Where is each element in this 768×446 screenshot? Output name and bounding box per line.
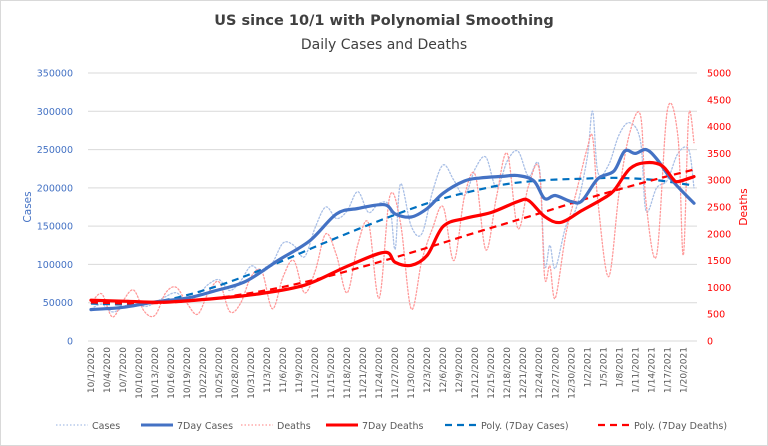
x-tick-label: 12/24/2020: [535, 347, 545, 399]
gridlines: [88, 72, 697, 342]
x-tick-label: 11/15/2020: [327, 347, 337, 399]
legend-item: Poly. (7Day Cases): [445, 421, 569, 432]
y-tick-label-right: 1500: [707, 256, 731, 267]
x-tick-label: 12/6/2020: [439, 347, 449, 393]
y-tick-label-right: 1000: [707, 283, 731, 294]
series-line-7day-cases: [89, 147, 696, 312]
series-line-deaths: [90, 102, 695, 318]
x-axis-ticks: 10/1/2020 10/4/2020 10/7/2020 10/10/2020 10/…: [87, 347, 689, 399]
x-tick-label: 12/27/2020: [551, 347, 561, 399]
series-group: [89, 102, 696, 318]
legend-label: Poly. (7Day Cases): [481, 421, 569, 432]
legend: Cases 7Day Cases Deaths 7Day Deaths Poly. (7…: [56, 421, 727, 432]
x-tick-label: 12/12/2020: [471, 347, 481, 399]
legend-item: 7Day Deaths: [326, 421, 424, 432]
legend-label: Deaths: [277, 421, 311, 432]
y-axis-left-title: Cases: [22, 191, 34, 222]
x-tick-label: 11/30/2020: [407, 347, 417, 399]
chart-subtitle: Daily Cases and Deaths: [301, 37, 467, 53]
y-tick-label-right: 0: [707, 337, 713, 348]
legend-item: Deaths: [241, 421, 311, 432]
y-tick-label-left: 50000: [43, 298, 73, 309]
y-tick-label-right: 2000: [707, 229, 731, 240]
x-tick-label: 10/19/2020: [183, 347, 193, 399]
x-tick-label: 1/2/2021: [583, 347, 593, 387]
x-tick-label: 1/11/2021: [631, 347, 641, 393]
y-tick-label-right: 5000: [707, 69, 731, 80]
y-tick-label-left: 350000: [37, 69, 73, 80]
x-tick-label: 12/15/2020: [487, 347, 497, 399]
x-tick-label: 12/30/2020: [567, 347, 577, 399]
y-tick-label-right: 3000: [707, 176, 731, 187]
series-line-poly-7day-cases: [90, 176, 695, 306]
y-tick-label-right: 4000: [707, 122, 731, 133]
x-tick-label: 10/1/2020: [87, 347, 97, 393]
x-tick-label: 1/5/2021: [599, 347, 609, 387]
y-axis-right-ticks: 0 500 1000 1500 2000 2500 3000 3500 4000 4500 5000: [707, 69, 731, 348]
x-tick-label: 11/27/2020: [391, 347, 401, 399]
y-tick-label-right: 2500: [707, 203, 731, 214]
y-tick-label-left: 150000: [37, 222, 73, 233]
x-tick-label: 10/7/2020: [119, 347, 129, 393]
legend-label: Cases: [92, 421, 120, 432]
legend-label: 7Day Cases: [177, 421, 233, 432]
x-tick-label: 10/13/2020: [151, 347, 161, 399]
y-tick-label-right: 500: [707, 310, 725, 321]
x-tick-label: 11/24/2020: [375, 347, 385, 399]
y-tick-label-right: 4500: [707, 95, 731, 106]
y-tick-label-left: 200000: [37, 183, 73, 194]
y-tick-label-left: 300000: [37, 107, 73, 118]
x-tick-label: 11/18/2020: [343, 347, 353, 399]
legend-item: Cases: [56, 421, 120, 432]
x-tick-label: 12/9/2020: [455, 347, 465, 393]
x-tick-label: 12/18/2020: [503, 347, 513, 399]
x-tick-label: 10/25/2020: [215, 347, 225, 399]
x-tick-label: 10/4/2020: [103, 347, 113, 393]
x-tick-label: 1/8/2021: [615, 347, 625, 387]
series-line-poly-7day-deaths: [90, 168, 695, 305]
x-tick-label: 11/21/2020: [359, 347, 369, 399]
y-axis-right-title: Deaths: [738, 188, 750, 225]
chart-title: US since 10/1 with Polynomial Smoothing: [214, 13, 554, 29]
x-tick-label: 10/16/2020: [167, 347, 177, 399]
y-tick-label-right: 3500: [707, 149, 731, 160]
y-tick-label-left: 250000: [37, 145, 73, 156]
x-tick-label: 10/10/2020: [135, 347, 145, 399]
x-tick-label: 1/17/2021: [663, 347, 673, 393]
x-tick-label: 11/12/2020: [311, 347, 321, 399]
legend-item: Poly. (7Day Deaths): [598, 421, 727, 432]
series-line-cases: [90, 110, 695, 313]
x-tick-label: 10/22/2020: [199, 347, 209, 399]
x-tick-label: 10/28/2020: [231, 347, 241, 399]
x-tick-label: 11/9/2020: [295, 347, 305, 393]
x-tick-label: 10/31/2020: [247, 347, 257, 399]
legend-label: Poly. (7Day Deaths): [634, 421, 727, 432]
y-axis-left-ticks: 0 50000 100000 150000 200000 250000 300000 3500…: [37, 69, 73, 348]
x-tick-label: 11/3/2020: [263, 347, 273, 393]
legend-item: 7Day Cases: [141, 421, 233, 432]
series-line-7day-deaths: [89, 160, 696, 304]
x-tick-label: 12/21/2020: [519, 347, 529, 399]
x-tick-label: 1/14/2021: [647, 347, 657, 393]
y-tick-label-left: 0: [67, 337, 73, 348]
x-tick-label: 1/20/2021: [679, 347, 689, 393]
x-tick-label: 11/6/2020: [279, 347, 289, 393]
y-tick-label-left: 100000: [37, 260, 73, 271]
x-tick-label: 12/3/2020: [423, 347, 433, 393]
legend-label: 7Day Deaths: [362, 421, 424, 432]
